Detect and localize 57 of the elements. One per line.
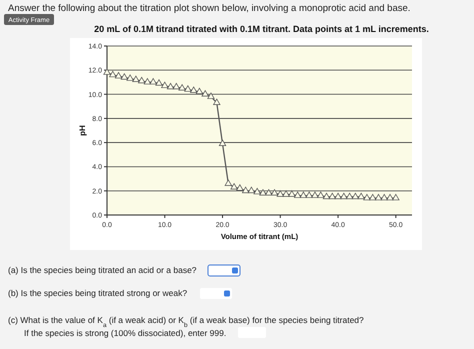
- point: [230, 183, 238, 190]
- point: [172, 82, 180, 90]
- point: [166, 82, 174, 90]
- point: [306, 192, 313, 198]
- chart-title: 20 mL of 0.1M titrand titrated with 0.1M titrant. Data points at 1 mL increments.: [94, 24, 429, 34]
- point: [328, 192, 336, 200]
- point: [386, 194, 394, 200]
- text: If the species is strong (100% dissociated), enter 999.: [24, 328, 226, 338]
- point: [138, 76, 146, 84]
- point: [196, 88, 203, 94]
- point: [161, 82, 168, 88]
- point: [352, 192, 359, 200]
- point: [282, 190, 290, 197]
- point: [374, 194, 382, 200]
- point: [178, 84, 186, 90]
- point: [265, 189, 272, 196]
- point: [270, 189, 278, 196]
- text: (b) Is the species being titrated strong or weak?: [8, 288, 188, 298]
- point: [288, 190, 296, 197]
- point: [294, 192, 302, 198]
- point: [254, 188, 261, 194]
- point: [322, 192, 330, 200]
- point: [358, 192, 365, 200]
- point: [120, 73, 128, 80]
- point: [380, 194, 388, 200]
- point: [300, 192, 307, 198]
- point: [184, 85, 192, 92]
- point: [334, 192, 342, 200]
- point: [276, 190, 284, 197]
- text: (c) What is the value of K$_{a}$ (if a weak acid) or K$_{b}$ (if a weak base) for the species being titrated?: [8, 315, 364, 328]
- text: (a) Is the species being titrated an acid or a base?: [8, 265, 197, 275]
- point: [126, 74, 134, 81]
- point: [150, 78, 157, 84]
- point: [311, 192, 319, 198]
- point: [190, 86, 198, 93]
- y-axis-title: pH: [78, 124, 87, 136]
- point: [224, 180, 232, 186]
- point: [248, 186, 255, 194]
- point: [132, 76, 140, 82]
- point: [207, 92, 215, 99]
- point: [213, 98, 220, 105]
- point: [259, 189, 267, 196]
- point: [155, 79, 163, 86]
- point: [109, 70, 116, 78]
- point: [392, 194, 400, 200]
- point: [340, 192, 348, 200]
- point: [114, 72, 122, 78]
- point: [144, 78, 152, 84]
- point: [346, 192, 354, 200]
- point: [218, 140, 226, 146]
- point: [369, 194, 376, 200]
- point: [202, 90, 209, 96]
- point: [242, 186, 250, 194]
- point: [317, 192, 324, 198]
- text: Answer the following about the titration plot shown below, involving a monoprotic acid and base.: [8, 3, 410, 14]
- point: [363, 194, 371, 200]
- point: [236, 184, 244, 191]
